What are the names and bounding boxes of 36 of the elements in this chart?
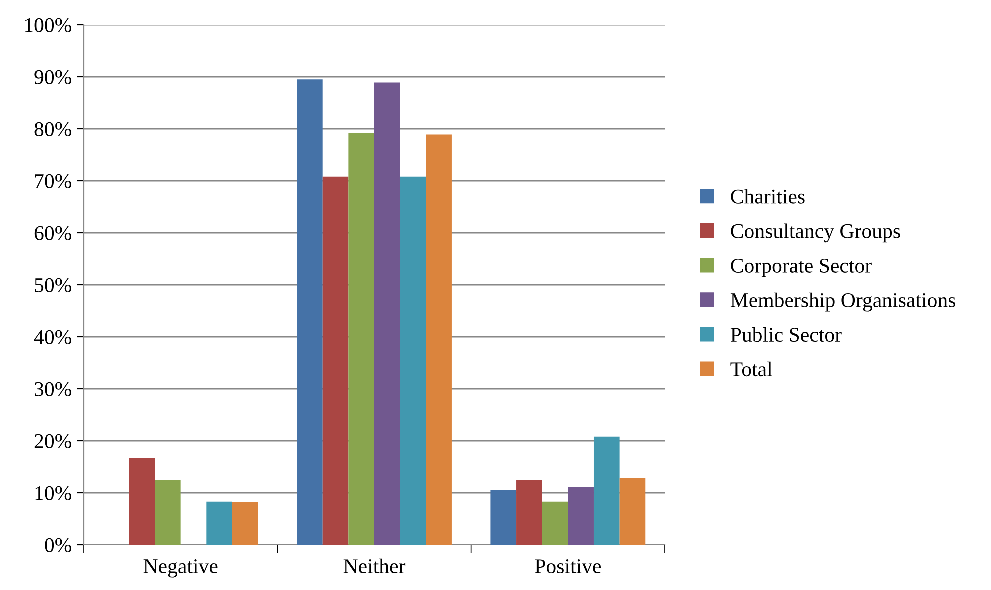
y-tick-label: 30% <box>35 382 72 396</box>
bar <box>426 134 452 545</box>
bar <box>594 436 620 545</box>
legend-label: Corporate Sector <box>731 258 872 278</box>
y-tick-label: 60% <box>34 226 72 240</box>
bar <box>348 133 374 545</box>
legend-label: Membership Organisations <box>730 292 956 312</box>
bar <box>206 502 232 545</box>
y-tick-label: 100% <box>25 18 72 32</box>
legend-label: Public Sector <box>730 327 842 342</box>
y-tick-label: 90% <box>34 70 72 84</box>
bar <box>155 480 181 545</box>
legend-label: Consultancy Groups <box>731 224 900 243</box>
legend-label: Charities <box>731 189 805 204</box>
bar <box>232 502 258 545</box>
y-tick-label: 10% <box>36 486 72 500</box>
y-tick-label: 70% <box>35 174 72 188</box>
bar <box>400 176 426 545</box>
y-tick-label: 40% <box>34 330 72 344</box>
y-tick-label: 50% <box>35 278 72 292</box>
bar <box>542 502 568 545</box>
bar <box>516 480 542 545</box>
bar <box>297 80 323 545</box>
x-tick-label: Negative <box>144 559 218 578</box>
x-tick-label: Positive <box>535 560 602 574</box>
bar <box>568 487 594 545</box>
bar <box>490 490 517 545</box>
y-tick-label: 80% <box>34 122 72 136</box>
bar <box>322 176 349 545</box>
y-tick-label: 20% <box>34 434 72 448</box>
bar <box>620 478 646 545</box>
legend-label: Total <box>730 362 772 377</box>
x-tick-label: Neither <box>344 558 406 574</box>
bar <box>374 82 400 545</box>
bar <box>129 458 156 545</box>
y-tick-label: 0% <box>45 538 72 552</box>
